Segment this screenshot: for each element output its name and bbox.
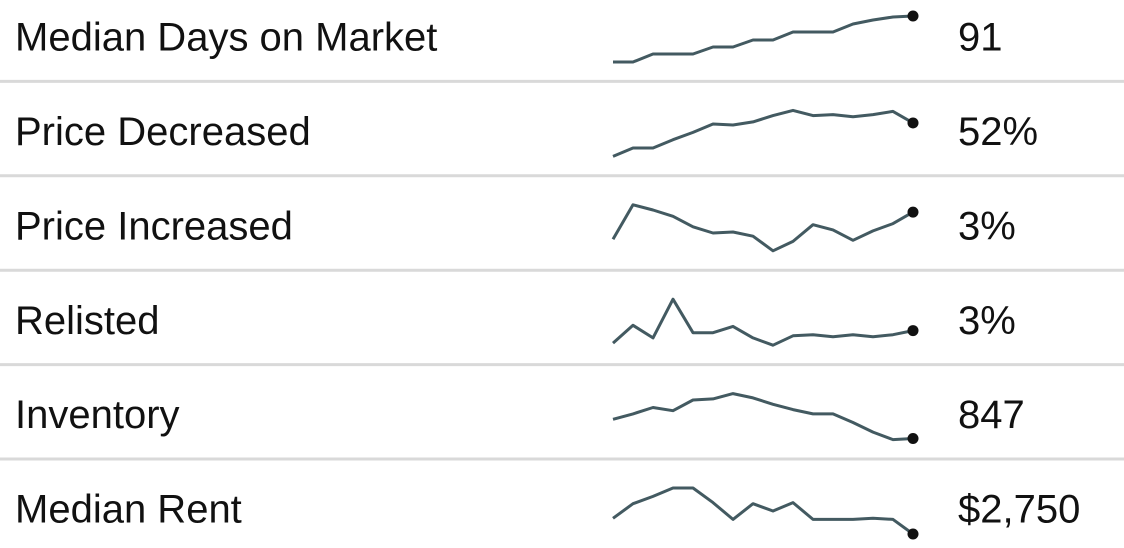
sparkline-end-dot bbox=[907, 206, 919, 218]
row-label: Price Increased bbox=[15, 204, 293, 248]
sparkline-end-dot bbox=[907, 117, 919, 129]
sparkline bbox=[611, 203, 914, 253]
row-value: 91 bbox=[958, 16, 1003, 60]
row-value: 847 bbox=[958, 393, 1025, 437]
sparkline bbox=[612, 486, 914, 536]
sparkline bbox=[612, 392, 914, 442]
sparkline-end-dot bbox=[907, 433, 919, 445]
sparkline-end-dot bbox=[907, 528, 919, 540]
sparkline bbox=[612, 108, 914, 158]
sparkline bbox=[612, 297, 914, 347]
sparkline-end-dot bbox=[907, 10, 919, 22]
row-label: Relisted bbox=[15, 299, 160, 343]
row-label: Price Decreased bbox=[15, 110, 311, 154]
row-label: Inventory bbox=[15, 393, 180, 437]
sparkline-end-dot bbox=[907, 325, 919, 337]
row-value: 3% bbox=[958, 204, 1016, 248]
row-label: Median Days on Market bbox=[15, 16, 437, 60]
row-label: Median Rent bbox=[15, 488, 242, 532]
row-value: 3% bbox=[958, 299, 1016, 343]
sparkline bbox=[613, 14, 914, 64]
row-value: 52% bbox=[958, 110, 1038, 154]
row-value: $2,750 bbox=[958, 488, 1080, 532]
